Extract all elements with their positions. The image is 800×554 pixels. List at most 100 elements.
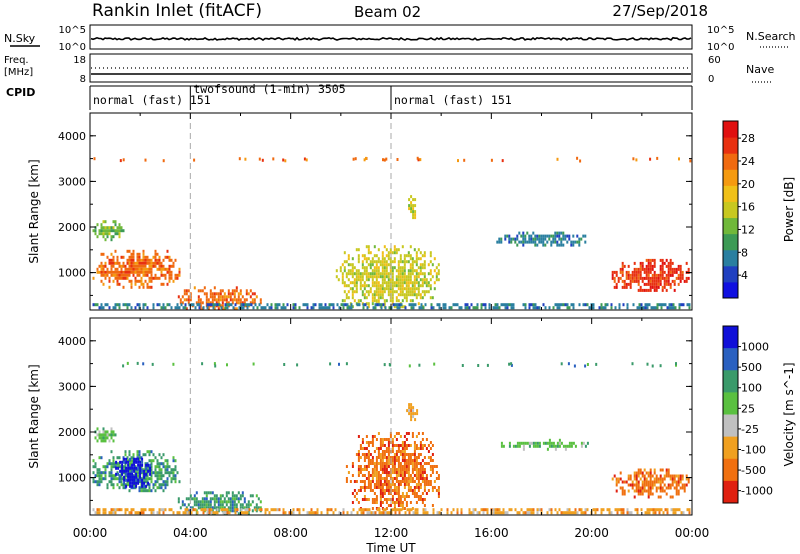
data-cell <box>606 303 609 307</box>
data-cell <box>615 489 618 493</box>
beam-title: Beam 02 <box>354 3 421 21</box>
data-cell <box>431 504 434 507</box>
data-cell <box>209 497 212 501</box>
data-cell <box>328 303 331 307</box>
data-cell <box>677 492 680 496</box>
y-tick-label: 1000 <box>58 472 86 485</box>
data-cell <box>431 444 434 447</box>
data-cell <box>393 462 396 465</box>
data-cell <box>213 298 216 302</box>
data-cell <box>635 477 638 481</box>
data-cell <box>385 501 388 504</box>
data-cell <box>172 264 175 268</box>
data-cell <box>371 444 374 447</box>
data-cell <box>552 234 555 238</box>
data-cell <box>412 415 415 419</box>
data-cell <box>548 444 551 448</box>
data-cell <box>150 474 153 478</box>
data-cell <box>195 503 198 507</box>
data-cell <box>108 474 111 478</box>
data-cell <box>383 480 386 483</box>
data-cell <box>648 511 651 515</box>
data-cell <box>681 270 684 274</box>
data-cell <box>631 276 634 280</box>
data-cell <box>166 477 169 481</box>
data-cell <box>619 486 622 490</box>
data-cell <box>524 441 527 445</box>
data-cell <box>403 498 406 501</box>
data-cell <box>131 484 134 488</box>
data-cell <box>363 284 366 288</box>
data-cell <box>373 468 376 471</box>
data-cell <box>405 293 408 297</box>
data-cell <box>363 281 366 285</box>
data-cell <box>110 430 113 434</box>
data-cell <box>393 281 396 285</box>
data-cell <box>128 261 131 265</box>
data-cell <box>104 436 107 440</box>
data-cell <box>385 269 388 273</box>
data-cell <box>125 484 128 488</box>
data-cell <box>670 306 673 310</box>
data-cell <box>110 264 113 268</box>
data-cell <box>407 468 410 471</box>
data-cell <box>357 468 360 471</box>
data-cell <box>405 284 408 288</box>
data-cell <box>226 511 229 515</box>
data-cell <box>233 500 236 504</box>
data-cell <box>536 237 539 241</box>
data-cell <box>141 460 144 464</box>
data-cell <box>102 282 105 286</box>
data-cell <box>407 260 410 264</box>
data-cell <box>562 303 565 307</box>
data-cell <box>148 483 151 487</box>
data-cell <box>381 501 384 504</box>
data-cell <box>134 261 137 265</box>
data-cell <box>649 483 652 487</box>
colorbar-tick-label: 8 <box>741 246 748 259</box>
data-cell <box>381 486 384 489</box>
data-cell <box>384 508 387 512</box>
data-cell <box>564 237 567 241</box>
data-cell <box>552 444 555 448</box>
data-cell <box>377 260 380 264</box>
data-cell <box>148 270 151 274</box>
data-cell <box>399 281 402 285</box>
data-cell <box>397 287 400 291</box>
data-cell <box>398 511 401 515</box>
data-cell <box>206 511 209 515</box>
data-cell <box>219 298 222 302</box>
data-cell <box>130 511 133 515</box>
data-cell <box>401 495 404 498</box>
data-cell <box>367 245 370 249</box>
data-cell <box>305 158 308 162</box>
data-cell <box>420 303 423 307</box>
data-cell <box>403 444 406 447</box>
data-cell <box>416 412 419 416</box>
data-cell <box>205 494 208 498</box>
data-cell <box>174 480 177 484</box>
data-cell <box>397 278 400 282</box>
data-cell <box>421 296 424 300</box>
data-cell <box>162 453 165 457</box>
data-cell <box>417 486 420 489</box>
colorbar-swatch <box>723 414 738 438</box>
colorbar-tick-label: 500 <box>741 361 762 374</box>
data-cell <box>314 511 317 515</box>
data-cell <box>431 468 434 471</box>
data-cell <box>172 471 175 475</box>
data-cell <box>673 282 676 286</box>
data-cell <box>108 480 111 484</box>
data-cell <box>361 498 364 501</box>
data-cell <box>407 471 410 474</box>
data-cell <box>224 511 227 515</box>
data-cell <box>522 234 525 238</box>
data-cell <box>356 511 359 515</box>
data-cell <box>278 303 281 307</box>
data-cell <box>554 231 557 235</box>
data-cell <box>387 278 390 282</box>
data-cell <box>274 508 277 512</box>
data-cell <box>94 480 97 484</box>
data-cell <box>116 255 119 259</box>
data-cell <box>146 477 149 481</box>
